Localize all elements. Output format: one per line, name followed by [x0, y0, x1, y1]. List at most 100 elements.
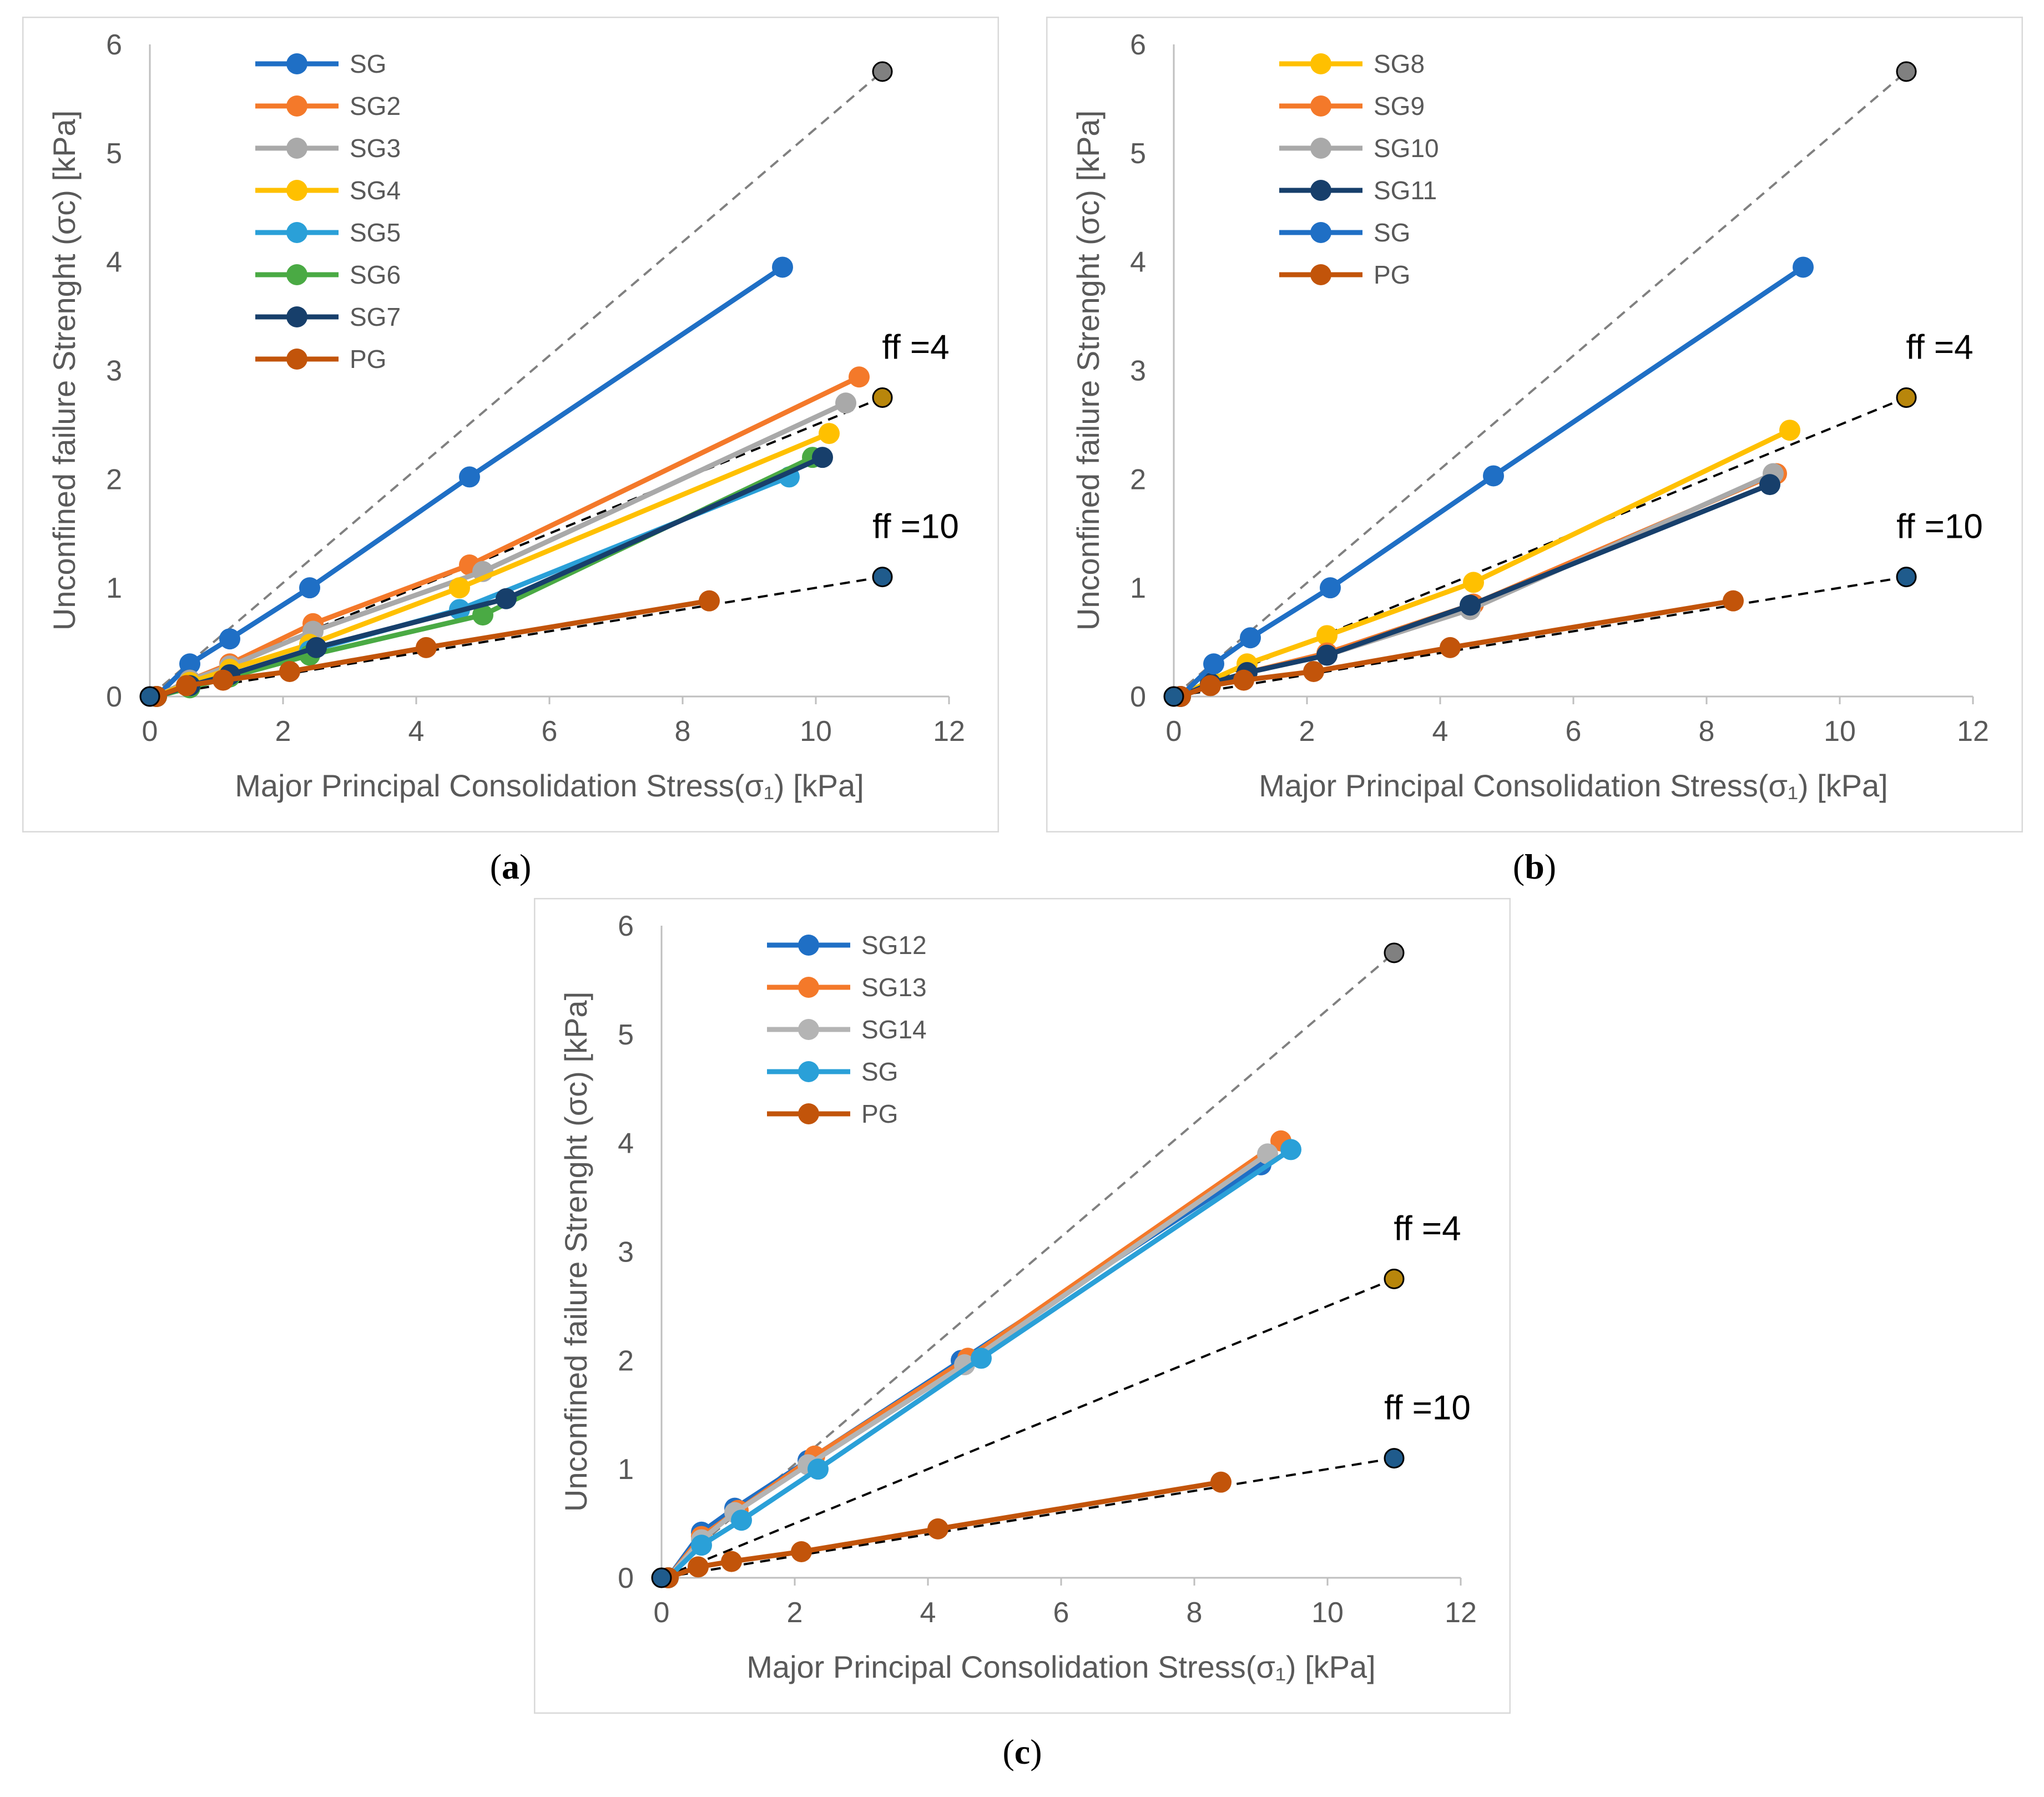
ff-reference-line: [661, 1457, 1395, 1579]
data-point-sg: [219, 628, 240, 650]
x-tick-label: 8: [1187, 1597, 1203, 1629]
ff-reference-marker: [1896, 387, 1917, 408]
legend-marker-pg: [798, 1103, 819, 1124]
data-point-sg: [691, 1534, 712, 1556]
data-point-pg: [416, 637, 437, 658]
x-tick-label: 0: [654, 1597, 670, 1629]
legend-label: SG: [861, 1057, 898, 1086]
x-tick-label: 6: [542, 715, 558, 748]
x-tick-label: 0: [142, 715, 158, 748]
data-point-pg: [1723, 590, 1744, 612]
data-point-pg: [1303, 660, 1324, 682]
legend-label: PG: [861, 1099, 898, 1128]
y-tick-label: 6: [618, 910, 634, 942]
legend-marker-sg9: [1310, 95, 1331, 117]
x-tick-label: 10: [1824, 715, 1856, 748]
x-tick-label: 6: [1053, 1597, 1069, 1629]
y-tick-label: 6: [106, 29, 122, 61]
y-tick-label: 4: [618, 1128, 634, 1160]
origin-marker: [651, 1567, 672, 1588]
legend-marker-sg: [798, 1061, 819, 1082]
legend-label: SG11: [1374, 176, 1437, 205]
legend-marker-sg2: [286, 95, 307, 117]
y-tick-label: 1: [106, 572, 122, 604]
data-point-sg: [971, 1347, 992, 1369]
legend-marker-sg: [286, 53, 307, 74]
x-tick-label: 10: [800, 715, 832, 748]
ff-label: ff =4: [882, 328, 949, 366]
data-point-sg2: [849, 366, 870, 388]
data-point-sg11: [1759, 474, 1780, 496]
x-tick-label: 0: [1166, 715, 1182, 748]
x-tick-label: 2: [275, 715, 291, 748]
chart-panel-c: 0 2 4 6 8 10 12 0 1 2 3 4 5 6 Major Principal Consolid…: [534, 898, 1511, 1714]
ff-reference-marker: [872, 387, 893, 408]
legend-marker-sg11: [1310, 180, 1331, 201]
ff-reference-line: [149, 576, 883, 698]
data-point-pg: [213, 669, 234, 691]
data-point-sg: [1280, 1139, 1301, 1160]
ff-label: ff =4: [1394, 1209, 1461, 1248]
caption-a-letter: a: [502, 847, 519, 886]
ff-reference-marker: [1384, 1268, 1405, 1289]
data-point-sg: [1483, 465, 1504, 487]
data-point-sg3: [835, 392, 856, 414]
chart-panel-b: 0 2 4 6 8 10 12 0 1 2 3 4 5 6 Major Principal Consolid…: [1046, 17, 2023, 832]
x-tick-label: 8: [675, 715, 691, 748]
y-tick-label: 2: [1130, 463, 1146, 496]
legend-label: SG: [350, 49, 386, 78]
legend-marker-sg7: [286, 306, 307, 327]
y-tick-label: 5: [1130, 138, 1146, 170]
ff-reference-line: [1173, 70, 1907, 698]
y-tick-label: 1: [618, 1453, 634, 1486]
y-tick-label: 3: [1130, 355, 1146, 387]
ff-label: ff =10: [872, 508, 959, 546]
y-axis-title: Unconfined failure Strenght (σc) [kPa]: [47, 110, 82, 630]
legend-label: SG14: [861, 1015, 927, 1044]
chart-frame: [22, 17, 999, 832]
legend-label: SG6: [350, 260, 401, 289]
y-tick-label: 1: [1130, 572, 1146, 604]
y-tick-label: 2: [618, 1345, 634, 1377]
legend-label: SG9: [1374, 92, 1425, 120]
ff-reference-marker: [1384, 942, 1405, 963]
origin-marker: [139, 686, 160, 707]
legend-label: SG5: [350, 218, 401, 247]
x-tick-label: 4: [408, 715, 425, 748]
x-tick-label: 10: [1311, 1597, 1344, 1629]
data-point-sg7: [496, 588, 517, 609]
y-tick-label: 0: [1130, 681, 1146, 713]
legend-marker-sg3: [286, 138, 307, 159]
data-point-pg: [1233, 669, 1254, 691]
legend-marker-sg5: [286, 222, 307, 243]
legend-marker-sg12: [798, 935, 819, 956]
data-point-sg4: [449, 577, 470, 599]
data-point-sg: [772, 256, 793, 278]
x-axis-title: Major Principal Consolidation Stress(σ₁)…: [1259, 768, 1887, 803]
y-tick-label: 6: [1130, 29, 1146, 61]
legend-marker-sg13: [798, 977, 819, 998]
origin-marker: [1163, 686, 1184, 707]
legend-marker-sg10: [1310, 138, 1331, 159]
caption-a: (a): [489, 847, 532, 886]
x-tick-label: 12: [1445, 1597, 1477, 1629]
legend-label: SG3: [350, 134, 401, 163]
chart-frame: [534, 898, 1511, 1714]
y-tick-label: 3: [106, 355, 122, 387]
x-axis-title: Major Principal Consolidation Stress(σ₁)…: [746, 1649, 1375, 1684]
data-point-sg: [1203, 653, 1224, 675]
x-tick-label: 2: [787, 1597, 803, 1629]
legend-label: SG8: [1374, 49, 1425, 78]
y-tick-label: 2: [106, 463, 122, 496]
legend-label: SG12: [861, 931, 927, 960]
caption-c: (c): [1002, 1732, 1042, 1771]
legend-marker-pg: [286, 349, 307, 370]
y-tick-label: 0: [106, 681, 122, 713]
legend-label: SG: [1374, 218, 1410, 247]
ff-reference-line: [1173, 576, 1907, 698]
legend-marker-sg6: [286, 264, 307, 285]
data-point-sg: [1320, 577, 1341, 599]
x-tick-label: 6: [1566, 715, 1582, 748]
data-point-pg: [1210, 1471, 1232, 1493]
